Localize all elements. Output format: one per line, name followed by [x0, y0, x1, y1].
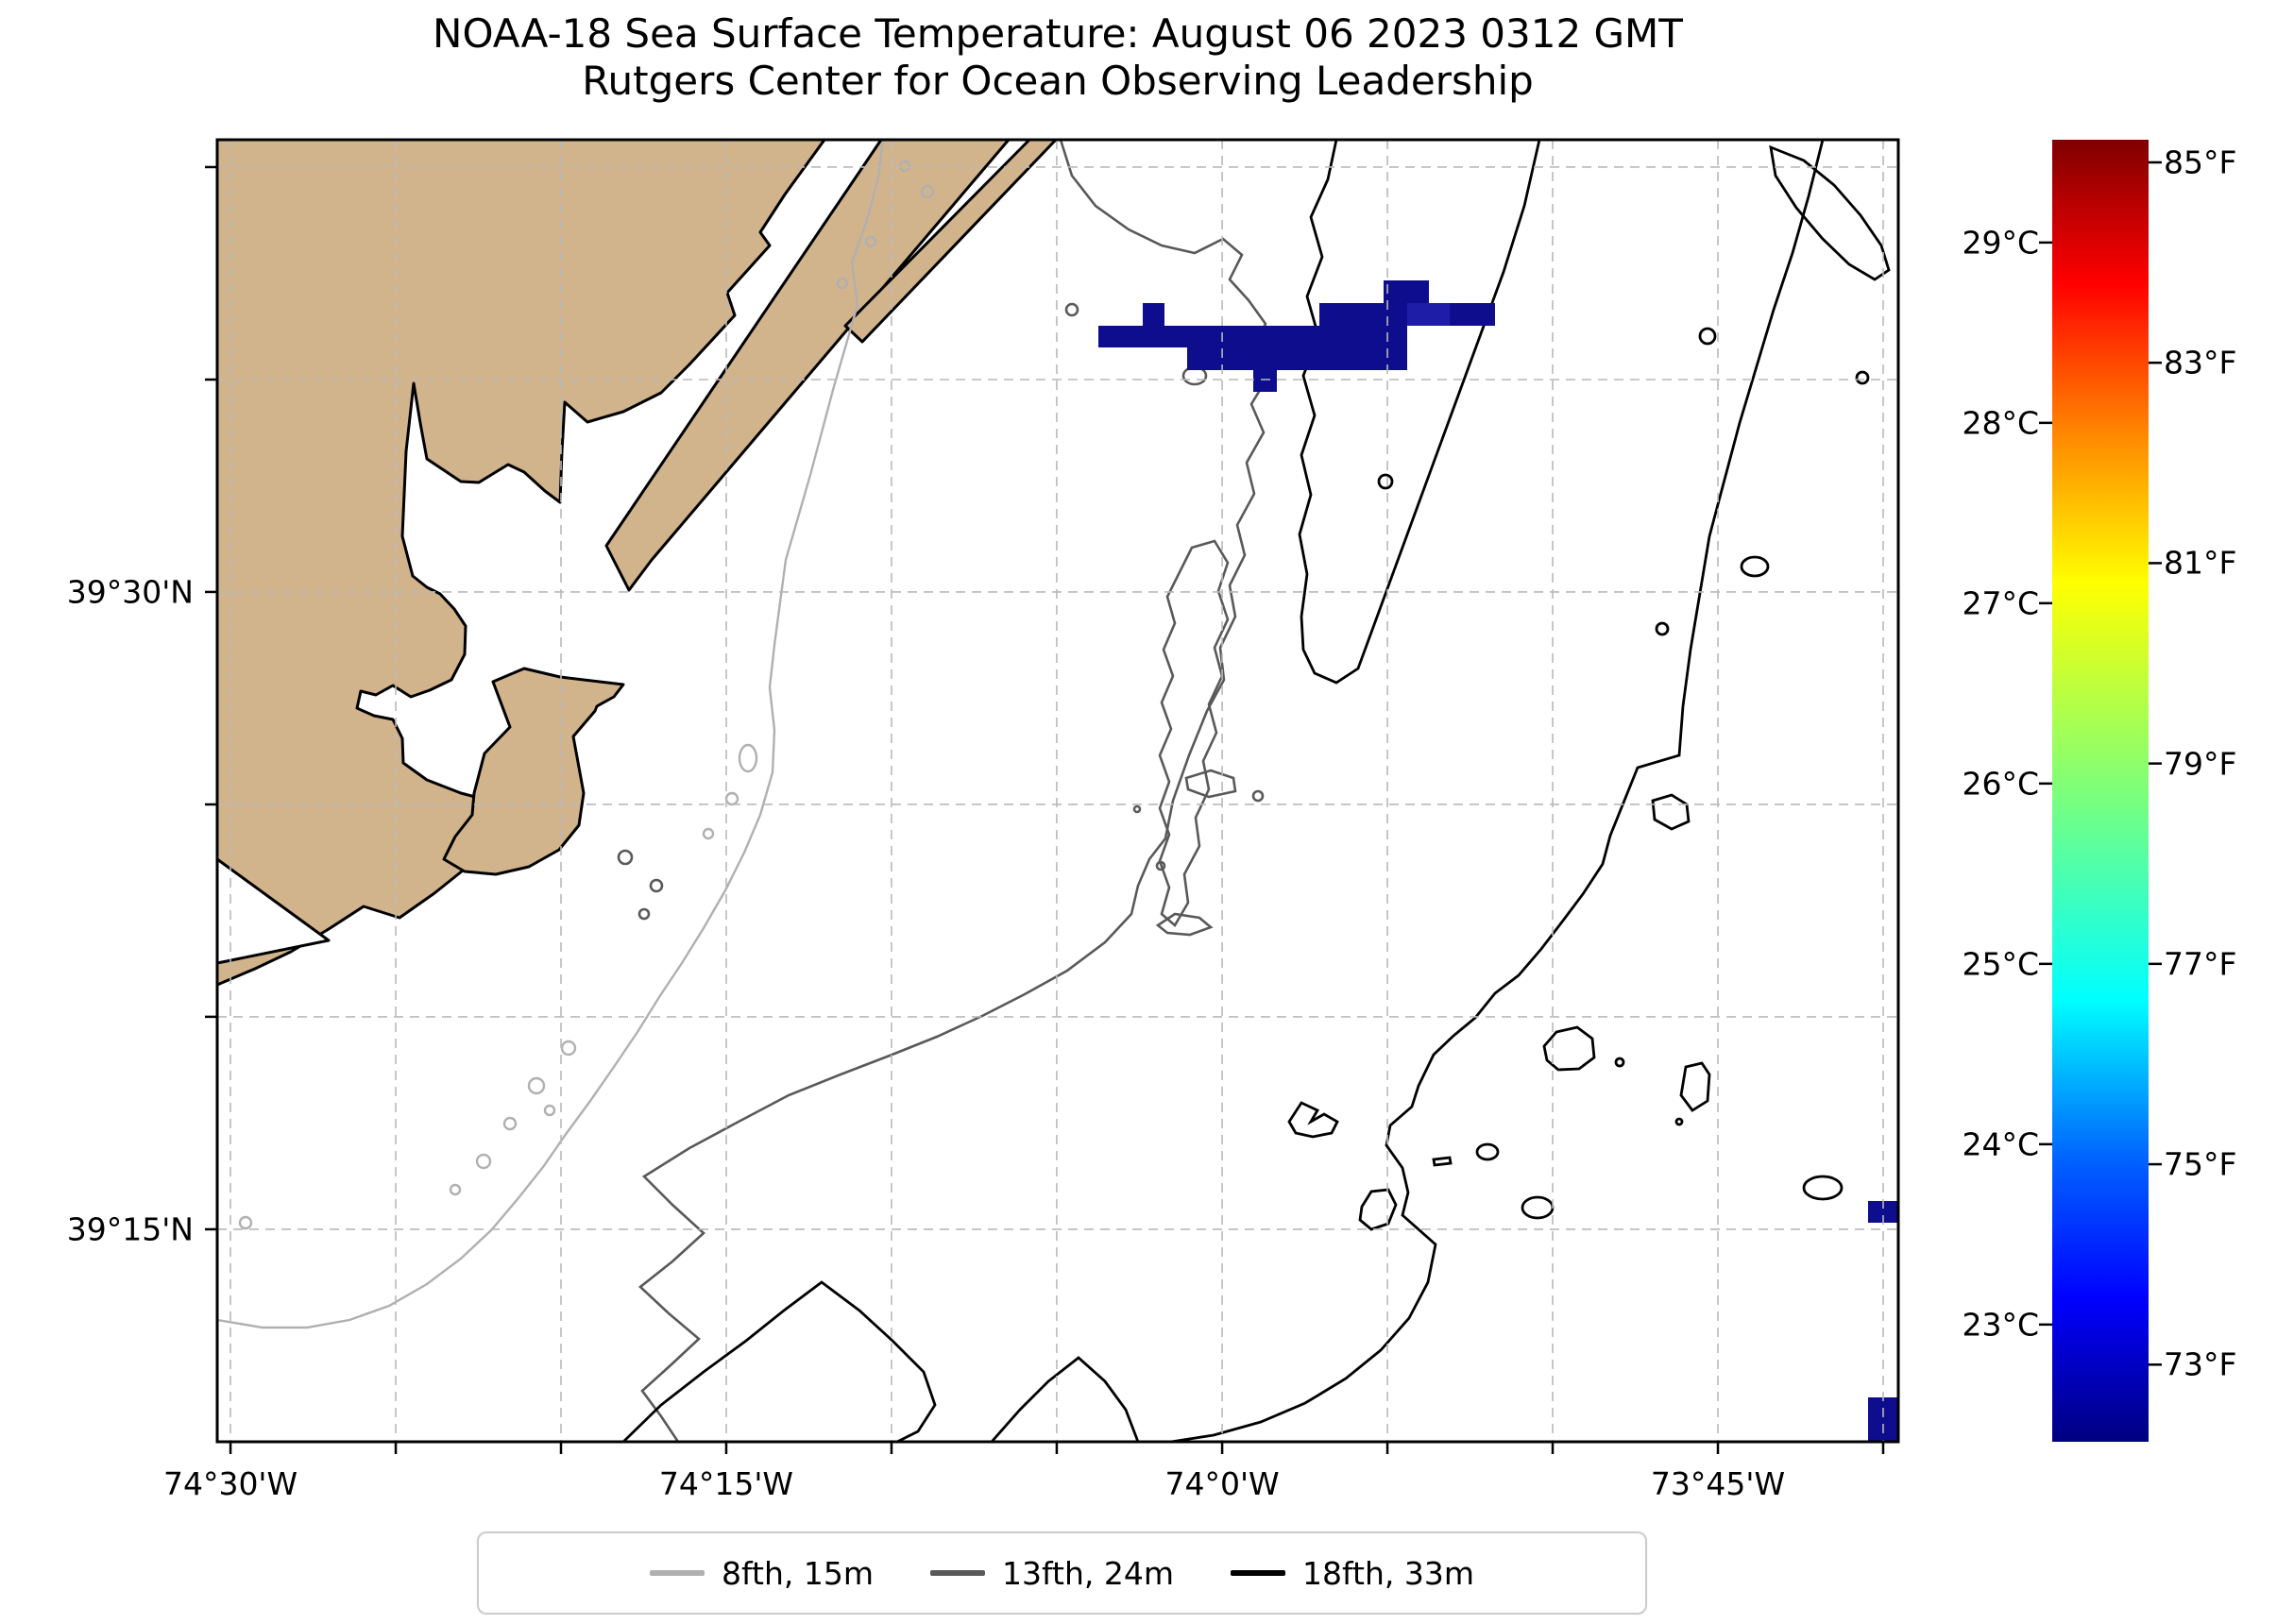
- legend-label: 18fth, 33m: [1302, 1554, 1474, 1592]
- colorbar-label-celsius: 28°C: [1962, 404, 2039, 442]
- legend-line-swatch: [1231, 1570, 1285, 1576]
- colorbar-label-celsius: 24°C: [1962, 1125, 2039, 1163]
- land: [215, 138, 1058, 987]
- colorbar-label-celsius: 27°C: [1962, 584, 2039, 622]
- plot-subtitle: Rutgers Center for Ocean Observing Leade…: [582, 58, 1534, 104]
- legend-label: 8fth, 15m: [721, 1554, 874, 1592]
- depth-legend: 8fth, 15m 13fth, 24m 18fth, 33m: [477, 1531, 1647, 1615]
- sst-cold-patch: [1868, 1201, 1898, 1223]
- plot-title: NOAA-18 Sea Surface Temperature: August …: [433, 10, 1683, 57]
- legend-item: 18fth, 33m: [1231, 1555, 1474, 1592]
- colorbar-label-fahrenheit: 75°F: [2164, 1145, 2237, 1183]
- x-tick-label: 74°0'W: [1164, 1465, 1280, 1502]
- colorbar-label-celsius: 23°C: [1962, 1306, 2039, 1344]
- x-tick-label: 73°45'W: [1650, 1465, 1786, 1502]
- peninsula-hook: [442, 667, 625, 876]
- colorbar-label-fahrenheit: 73°F: [2164, 1345, 2237, 1383]
- colorbar-ticks: [2039, 161, 2162, 1366]
- colorbar-label-celsius: 29°C: [1962, 224, 2039, 262]
- colorbar-label-fahrenheit: 77°F: [2164, 945, 2237, 983]
- sst-cold-patch-light: [1407, 303, 1450, 326]
- sst-cold-patch: [1098, 280, 1495, 392]
- contour-8fth: [216, 139, 935, 1329]
- graticule: [217, 140, 1898, 1442]
- colorbar-label-fahrenheit: 79°F: [2164, 745, 2237, 783]
- map-frame: [215, 138, 1900, 1444]
- y-tick-label: 39°30'N: [66, 573, 194, 611]
- x-tick-label: 74°30'W: [162, 1465, 298, 1502]
- colorbar-label-fahrenheit: 81°F: [2164, 544, 2237, 582]
- y-tick-label: 39°15'N: [66, 1210, 194, 1248]
- colorbar-gradient: [2052, 140, 2149, 1442]
- legend-line-swatch: [930, 1570, 985, 1576]
- colorbar-label-celsius: 26°C: [1962, 765, 2039, 803]
- colorbar-label-fahrenheit: 83°F: [2164, 344, 2237, 381]
- x-tick-label: 74°15'W: [658, 1465, 794, 1502]
- map-plot: [205, 138, 1900, 1454]
- colorbar-label-fahrenheit: 85°F: [2164, 144, 2237, 181]
- axis-ticks: [205, 165, 1885, 1454]
- colorbar-label-celsius: 25°C: [1962, 945, 2039, 983]
- legend-item: 13fth, 24m: [930, 1555, 1174, 1592]
- colorbar: [2039, 140, 2162, 1442]
- sst-cold-patches: [1098, 280, 1898, 1442]
- sst-cold-patch: [1868, 1397, 1898, 1442]
- legend-label: 13fth, 24m: [1002, 1554, 1174, 1592]
- legend-item: 8fth, 15m: [649, 1554, 874, 1592]
- legend-line-swatch: [649, 1570, 705, 1576]
- contour-18fth: [622, 139, 1891, 1444]
